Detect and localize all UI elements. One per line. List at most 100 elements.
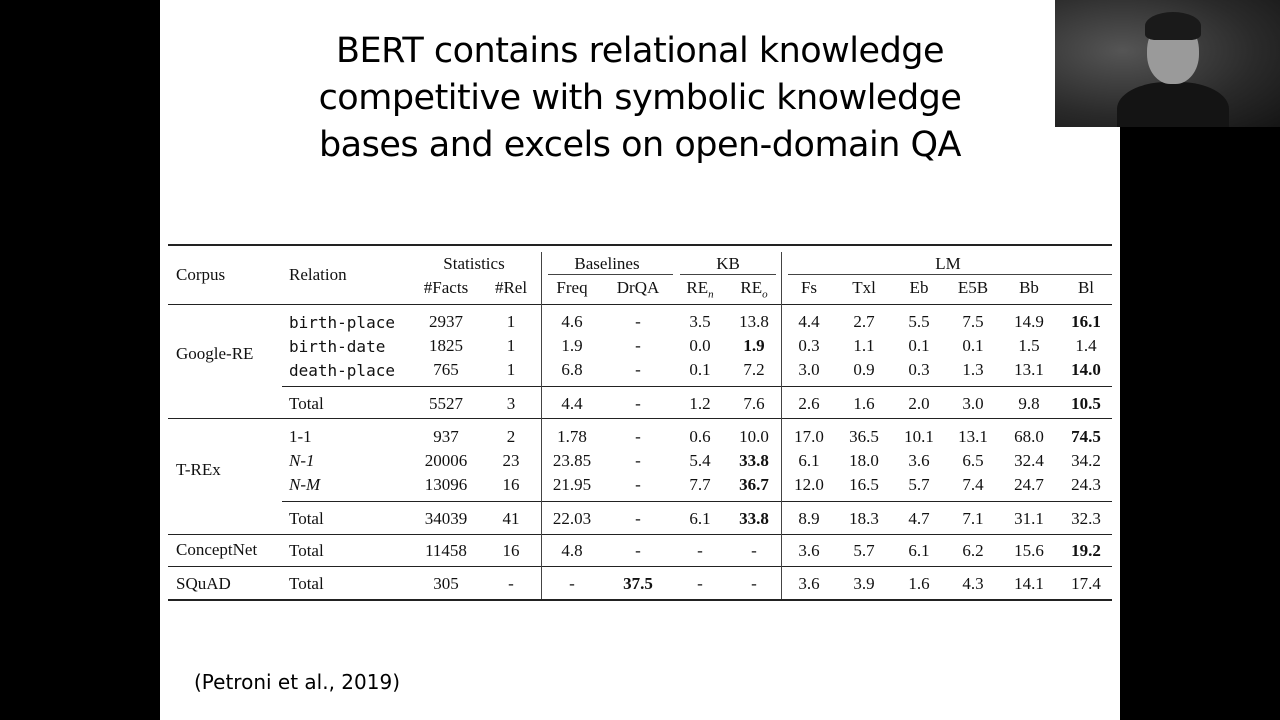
- cell-e5b: 0.1: [962, 336, 984, 355]
- cell-drqa: -: [635, 336, 641, 355]
- cell-ren: -: [697, 574, 703, 593]
- cell-ren: 1.2: [689, 394, 711, 413]
- speaker-hair: [1145, 12, 1201, 40]
- cell-eb: 0.1: [908, 336, 930, 355]
- cell-bb: 9.8: [1018, 394, 1040, 413]
- corpus-header: Corpus: [176, 265, 226, 284]
- cell-rel: 3: [506, 394, 516, 413]
- cell-ren: -: [697, 541, 703, 560]
- kb-underline: [680, 274, 776, 275]
- group-header-baselines: Baselines: [574, 254, 640, 273]
- trex-end-rule: [168, 534, 1112, 535]
- slide-title: BERT contains relational knowledge compe…: [160, 28, 1120, 169]
- cell-rel: 2: [506, 427, 516, 446]
- cell-eb: 0.3: [908, 360, 930, 379]
- re-o-subscript: o: [762, 288, 768, 301]
- cell-bl: 32.3: [1071, 509, 1101, 528]
- cell-freq: 4.6: [561, 312, 583, 331]
- title-line-1: BERT contains relational knowledge: [335, 31, 945, 71]
- relation-cell: birth-place: [289, 313, 395, 332]
- relation-cell: N-1: [289, 451, 315, 470]
- relation-cell: Total: [289, 541, 324, 560]
- conceptnet-end-rule: [168, 566, 1112, 567]
- cell-bl: 1.4: [1075, 336, 1097, 355]
- cell-fs: 17.0: [794, 427, 824, 446]
- group-header-kb: KB: [716, 254, 740, 273]
- cell-facts: 34039: [424, 509, 468, 528]
- cell-e5b: 7.4: [962, 475, 984, 494]
- cell-bl: 17.4: [1071, 574, 1101, 593]
- cell-bl: 34.2: [1071, 451, 1101, 470]
- cell-freq: 1.78: [557, 427, 587, 446]
- relation-cell: Total: [289, 574, 324, 593]
- cell-ren: 0.6: [689, 427, 711, 446]
- cell-drqa: -: [635, 394, 641, 413]
- cell-bb: 13.1: [1014, 360, 1044, 379]
- cell-ren: 0.1: [689, 360, 711, 379]
- cell-ren: 7.7: [689, 475, 711, 494]
- cell-bl: 74.5: [1071, 427, 1101, 446]
- relation-cell: death-place: [289, 361, 395, 380]
- cell-fs: 6.1: [798, 451, 820, 470]
- relation-cell: N-M: [289, 475, 321, 494]
- re-n-label: RE: [686, 278, 709, 297]
- cell-freq: 21.95: [552, 475, 592, 494]
- google-end-rule: [168, 418, 1112, 419]
- cell-freq: 6.8: [561, 360, 583, 379]
- cell-reo: 33.8: [739, 451, 769, 470]
- cell-fs: 4.4: [798, 312, 820, 331]
- cell-fs: 12.0: [794, 475, 824, 494]
- cell-e5b: 7.5: [962, 312, 984, 331]
- cell-reo: -: [751, 541, 757, 560]
- cell-bb: 31.1: [1014, 509, 1044, 528]
- cell-ren: 6.1: [689, 509, 711, 528]
- col-header-eb: Eb: [909, 278, 929, 297]
- relation-header: Relation: [289, 265, 347, 284]
- cell-drqa: -: [635, 312, 641, 331]
- cell-eb: 5.5: [908, 312, 930, 331]
- cell-facts: 5527: [429, 394, 463, 413]
- cell-facts: 13096: [424, 475, 468, 494]
- cell-bb: 15.6: [1014, 541, 1044, 560]
- cell-rel: -: [508, 574, 514, 593]
- cell-bl: 10.5: [1071, 394, 1101, 413]
- cell-freq: 4.4: [561, 394, 583, 413]
- corpus-conceptnet: ConceptNet: [176, 540, 258, 559]
- cell-ren: 0.0: [689, 336, 711, 355]
- cell-freq: 4.8: [561, 541, 583, 560]
- cell-drqa: -: [635, 451, 641, 470]
- cell-fs: 3.6: [798, 574, 820, 593]
- relation-cell: 1-1: [289, 427, 312, 446]
- cell-drqa: -: [635, 509, 641, 528]
- title-line-3: bases and excels on open-domain QA: [318, 125, 962, 165]
- cell-facts: 765: [433, 360, 459, 379]
- cell-eb: 1.6: [908, 574, 930, 593]
- cell-drqa: -: [635, 475, 641, 494]
- cell-txl: 18.3: [849, 509, 879, 528]
- cell-facts: 305: [433, 574, 459, 593]
- cell-reo: -: [751, 574, 757, 593]
- cell-drqa: 37.5: [623, 574, 653, 593]
- cell-reo: 36.7: [739, 475, 769, 494]
- group-header-lm: LM: [935, 254, 961, 273]
- cell-txl: 18.0: [849, 451, 879, 470]
- cell-bb: 14.1: [1014, 574, 1044, 593]
- col-header-re-n: REn: [686, 278, 713, 300]
- cell-ren: 5.4: [689, 451, 711, 470]
- cell-e5b: 4.3: [962, 574, 984, 593]
- cell-facts: 937: [433, 427, 459, 446]
- cell-drqa: -: [635, 427, 641, 446]
- col-header-rel: #Rel: [494, 278, 528, 297]
- cell-e5b: 1.3: [962, 360, 984, 379]
- results-table: Statistics Baselines KB LM Corpus Relati…: [168, 244, 1112, 602]
- cell-rel: 23: [502, 451, 520, 470]
- cell-reo: 7.6: [743, 394, 765, 413]
- baselines-underline: [548, 274, 673, 275]
- cell-fs: 8.9: [798, 509, 820, 528]
- cell-reo: 10.0: [739, 427, 769, 446]
- cell-bl: 24.3: [1071, 475, 1101, 494]
- col-header-re-o: REo: [740, 278, 767, 300]
- cell-txl: 1.1: [853, 336, 875, 355]
- cell-e5b: 6.5: [962, 451, 984, 470]
- cell-txl: 2.7: [853, 312, 875, 331]
